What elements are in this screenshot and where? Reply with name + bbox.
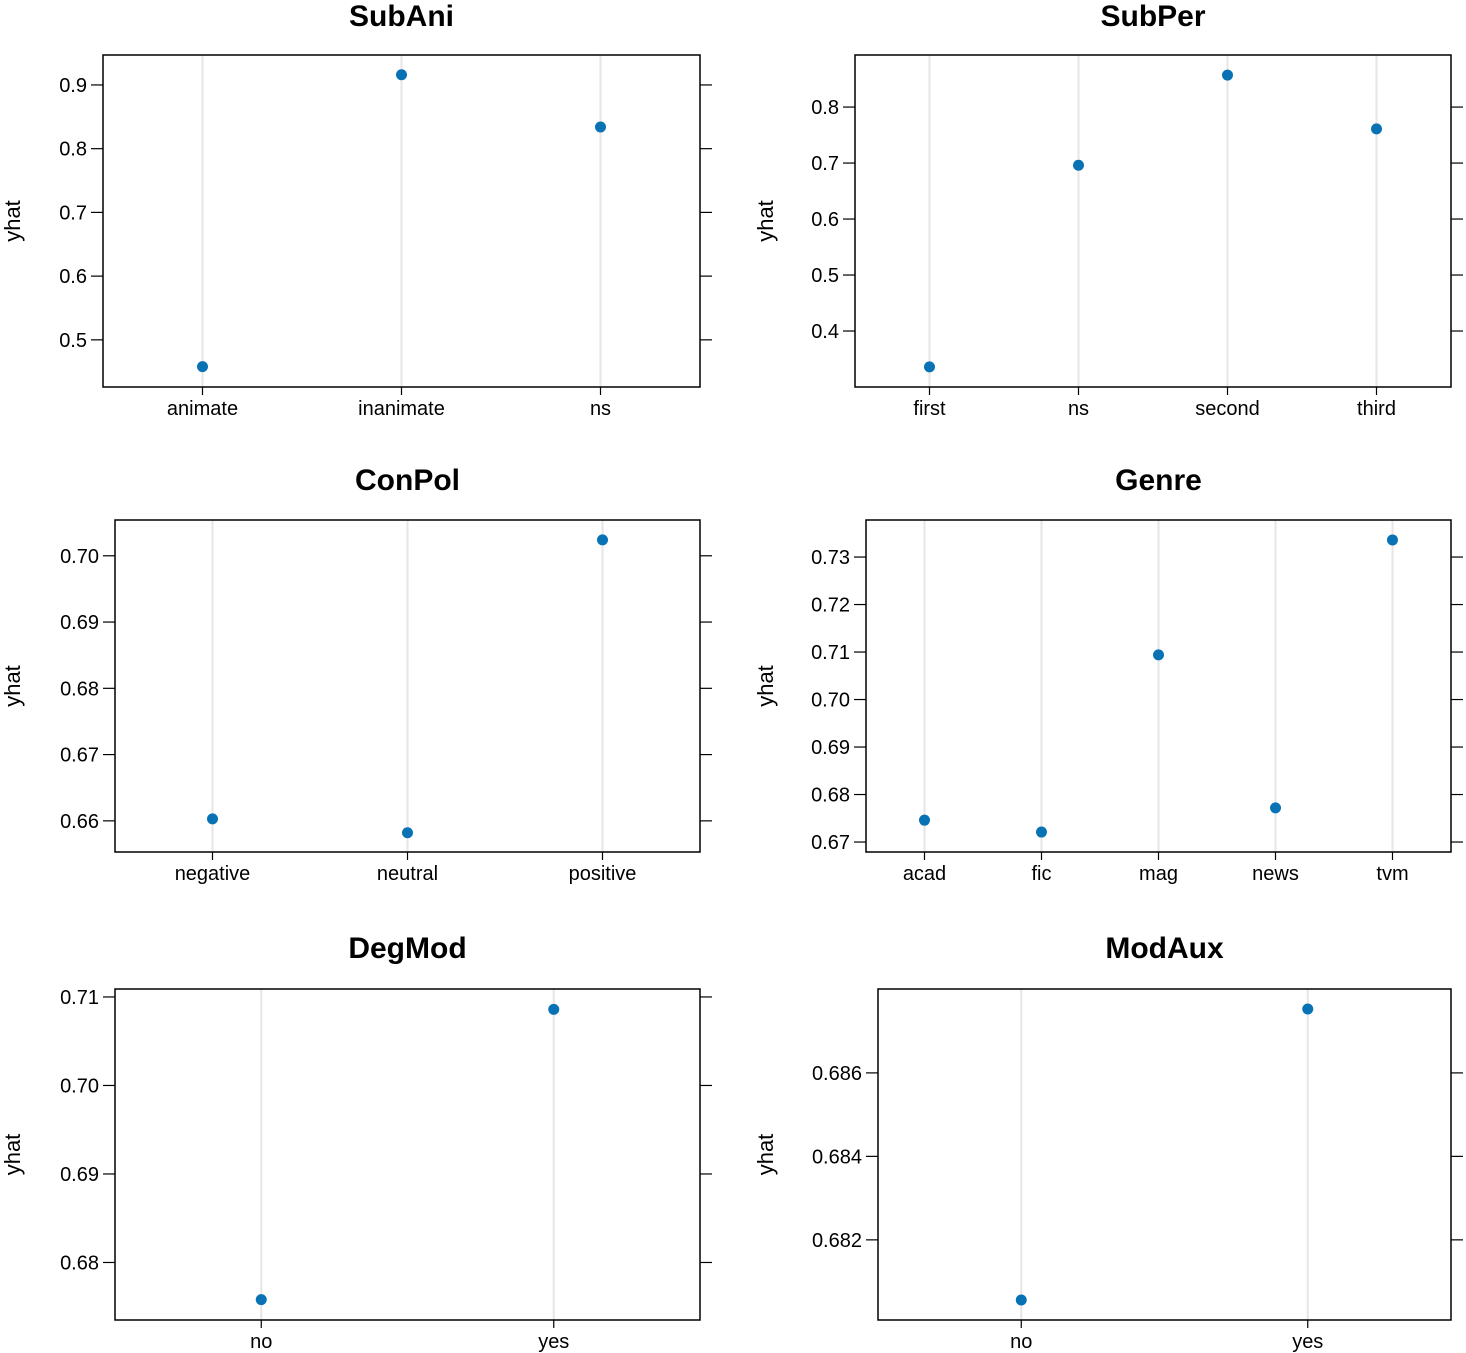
panel-subani: SubAni yhat 0.5 0.6 0.7 0.8 0.9 animate inanimat… bbox=[0, 0, 712, 420]
y-tick-label: 0.7 bbox=[59, 202, 87, 224]
panel-title: ModAux bbox=[1105, 932, 1224, 965]
y-tick-label: 0.6 bbox=[59, 266, 87, 288]
y-tick-label: 0.9 bbox=[59, 75, 87, 97]
y-tick-label: 0.71 bbox=[811, 642, 850, 664]
y-axis-label: yhat bbox=[0, 1134, 25, 1176]
data-point-yes bbox=[1302, 1003, 1314, 1015]
data-point-animate bbox=[197, 361, 208, 373]
y-axis-label: yhat bbox=[753, 665, 778, 707]
y-axis-label: yhat bbox=[0, 200, 25, 242]
y-tick-label: 0.73 bbox=[811, 547, 850, 569]
x-tick-label: yes bbox=[538, 1331, 569, 1353]
x-tick-label: no bbox=[1010, 1331, 1032, 1353]
data-point-third bbox=[1371, 123, 1382, 135]
y-axis-label: yhat bbox=[753, 1134, 778, 1176]
y-tick-label: 0.70 bbox=[60, 1075, 99, 1097]
y-tick-label: 0.7 bbox=[811, 153, 839, 175]
data-point-fic bbox=[1036, 826, 1047, 838]
y-tick-label: 0.5 bbox=[59, 330, 87, 352]
data-point-news bbox=[1270, 802, 1281, 814]
x-tick-label: first bbox=[913, 398, 946, 420]
x-tick-label: fic bbox=[1032, 863, 1052, 885]
y-tick-label: 0.686 bbox=[812, 1063, 862, 1085]
data-point-ns bbox=[1073, 159, 1084, 171]
y-tick-label: 0.684 bbox=[812, 1146, 862, 1168]
x-tick-label: ns bbox=[590, 398, 611, 420]
x-tick-label: no bbox=[250, 1331, 272, 1353]
data-point-negative bbox=[207, 813, 218, 825]
panel-title: DegMod bbox=[348, 932, 466, 965]
x-tick-label: animate bbox=[167, 398, 238, 420]
data-point-neutral bbox=[402, 827, 413, 839]
x-tick-label: tvm bbox=[1376, 863, 1408, 885]
data-point-no bbox=[255, 1294, 267, 1306]
x-tick-label: acad bbox=[903, 863, 946, 885]
x-tick-label: positive bbox=[569, 863, 637, 885]
x-tick-label: yes bbox=[1292, 1331, 1323, 1353]
data-point-inanimate bbox=[396, 69, 407, 81]
panel-title: SubPer bbox=[1100, 0, 1205, 33]
panel-genre: Genre yhat 0.67 0.68 0.69 0.70 0.71 0.72 0.73 aca… bbox=[753, 464, 1463, 885]
y-tick-label: 0.69 bbox=[60, 1164, 99, 1186]
y-tick-label: 0.67 bbox=[60, 745, 99, 767]
x-tick-label: inanimate bbox=[358, 398, 445, 420]
data-point-tvm bbox=[1387, 534, 1398, 546]
panel-subper: SubPer yhat 0.4 0.5 0.6 0.7 0.8 first ns second th… bbox=[753, 0, 1463, 420]
y-tick-label: 0.8 bbox=[59, 139, 87, 161]
y-tick-label: 0.67 bbox=[811, 832, 850, 854]
y-tick-label: 0.4 bbox=[811, 321, 839, 343]
panel-title: Genre bbox=[1115, 464, 1202, 497]
y-axis-label: yhat bbox=[753, 200, 778, 242]
data-point-first bbox=[924, 361, 935, 373]
x-tick-label: mag bbox=[1139, 863, 1178, 885]
y-tick-label: 0.70 bbox=[60, 546, 99, 568]
y-axis-label: yhat bbox=[0, 665, 25, 707]
y-tick-label: 0.68 bbox=[60, 1252, 99, 1274]
plot-frame bbox=[877, 988, 1452, 1321]
y-tick-label: 0.682 bbox=[812, 1230, 862, 1252]
y-tick-label: 0.72 bbox=[811, 595, 850, 617]
plot-frame bbox=[114, 988, 701, 1321]
x-tick-label: news bbox=[1252, 863, 1299, 885]
panel-title: ConPol bbox=[355, 464, 460, 497]
data-point-no bbox=[1015, 1294, 1027, 1306]
x-tick-label: third bbox=[1357, 398, 1396, 420]
data-point-yes bbox=[548, 1003, 560, 1015]
y-tick-label: 0.68 bbox=[811, 785, 850, 807]
y-tick-label: 0.8 bbox=[811, 97, 839, 119]
y-tick-label: 0.68 bbox=[60, 678, 99, 700]
panel-title: SubAni bbox=[349, 0, 454, 33]
data-point-second bbox=[1222, 69, 1233, 81]
data-point-mag bbox=[1153, 649, 1164, 661]
data-point-positive bbox=[597, 534, 608, 546]
panel-conpol: ConPol yhat 0.66 0.67 0.68 0.69 0.70 negative ne… bbox=[0, 464, 712, 885]
plot-frame bbox=[854, 54, 1452, 388]
panel-modaux: ModAux yhat 0.682 0.684 0.686 no yes bbox=[753, 932, 1463, 1353]
x-tick-label: neutral bbox=[377, 863, 438, 885]
y-tick-label: 0.5 bbox=[811, 265, 839, 287]
x-tick-label: second bbox=[1195, 398, 1260, 420]
y-tick-label: 0.6 bbox=[811, 209, 839, 231]
y-tick-label: 0.66 bbox=[60, 811, 99, 833]
data-point-ns bbox=[595, 121, 606, 133]
data-point-acad bbox=[919, 814, 930, 826]
x-tick-label: negative bbox=[175, 863, 251, 885]
panel-degmod: DegMod yhat 0.68 0.69 0.70 0.71 no yes bbox=[0, 932, 712, 1353]
y-tick-label: 0.69 bbox=[811, 737, 850, 759]
y-tick-label: 0.71 bbox=[60, 987, 99, 1009]
y-tick-label: 0.69 bbox=[60, 612, 99, 634]
y-tick-label: 0.70 bbox=[811, 690, 850, 712]
x-tick-label: ns bbox=[1068, 398, 1089, 420]
